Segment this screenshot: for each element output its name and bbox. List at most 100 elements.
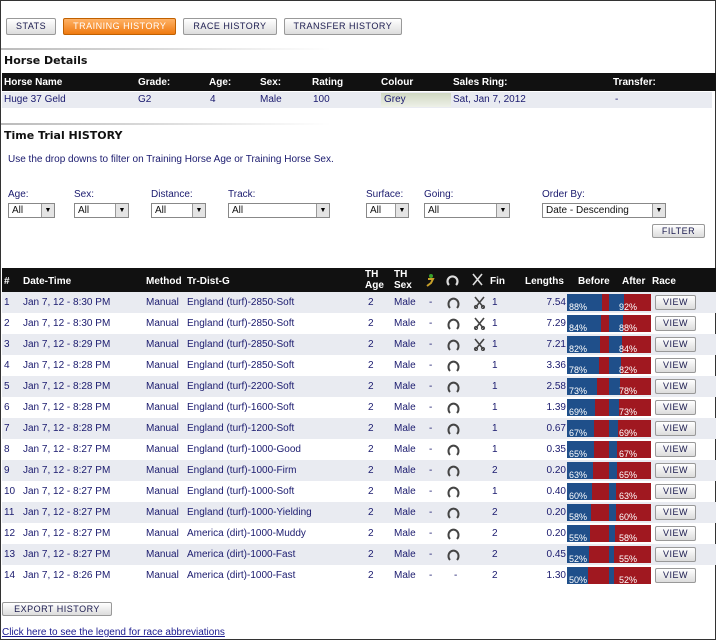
before-value: 52% [569,554,588,564]
row-th-age: 2 [368,423,374,434]
after-bar: 58% [609,525,651,543]
view-race-button[interactable]: VIEW [655,295,696,310]
row-th-sex: Male [394,549,416,560]
row-tr-dist-g: America (dirt)-1000-Muddy [187,528,306,539]
row-number: 9 [4,465,10,476]
track-select-value: All [232,205,244,216]
col-sales-ring: Sales Ring: [453,77,508,88]
filter-button[interactable]: FILTER [652,224,705,238]
tab-stats[interactable]: STATS [6,18,57,35]
row-th-age: 2 [368,528,374,539]
row-fin: 1 [492,402,498,413]
view-race-button[interactable]: VIEW [655,358,696,373]
after-bar-fill [609,525,615,542]
row-fin: 2 [492,549,498,560]
after-bar-fill [609,336,622,353]
view-race-button[interactable]: VIEW [655,442,696,457]
table-row: 8 Jan 7, 12 - 8:27 PM Manual England (turf)… [2,439,716,460]
row-lengths: 0.20 [546,528,566,539]
row-fin: 1 [492,486,498,497]
row-number: 10 [4,486,16,497]
row-shoe-value: - [454,570,458,581]
row-lengths: 0.35 [546,444,566,455]
row-tr-dist-g: America (dirt)-1000-Fast [187,549,296,560]
row-lengths: 1.30 [546,570,566,581]
row-tr-dist-g: England (turf)-1000-Yielding [187,507,312,518]
row-date-time: Jan 7, 12 - 8:27 PM [23,549,111,560]
order-by-select-value: Date - Descending [546,205,629,216]
row-tr-dist-g: England (turf)-1000-Good [187,444,301,455]
view-race-button[interactable]: VIEW [655,568,696,583]
before-bar: 82% [567,336,609,354]
row-jockey-value: - [429,423,433,434]
surface-select[interactable]: All ▼ [366,203,409,218]
table-row: 5 Jan 7, 12 - 8:28 PM Manual England (turf)… [2,376,716,397]
horseshoe-icon [447,463,460,478]
row-jockey-value: - [429,570,433,581]
view-race-button[interactable]: VIEW [655,484,696,499]
age-select[interactable]: All ▼ [8,203,55,218]
view-race-button[interactable]: VIEW [655,547,696,562]
row-number: 1 [4,297,10,308]
view-race-button[interactable]: VIEW [655,337,696,352]
row-lengths: 0.20 [546,465,566,476]
distance-select[interactable]: All ▼ [151,203,206,218]
before-bar: 67% [567,420,609,438]
view-race-button[interactable]: VIEW [655,463,696,478]
row-fin: 1 [492,297,498,308]
export-history-button[interactable]: EXPORT HISTORY [2,602,112,616]
legend-link[interactable]: Click here to see the legend for race ab… [2,627,225,638]
view-race-button[interactable]: VIEW [655,316,696,331]
row-jockey-value: - [429,507,433,518]
th-tr-dist-g: Tr-Dist-G [187,276,230,287]
row-date-time: Jan 7, 12 - 8:28 PM [23,423,111,434]
row-method: Manual [146,444,179,455]
tab-transfer-history[interactable]: TRANSFER HISTORY [283,18,403,35]
row-tr-dist-g: England (turf)-1000-Firm [187,465,297,476]
view-race-button[interactable]: VIEW [655,505,696,520]
row-lengths: 7.29 [546,318,566,329]
tab-race-history[interactable]: RACE HISTORY [183,18,277,35]
table-row: 14 Jan 7, 12 - 8:26 PM Manual America (dirt… [2,565,716,586]
row-tr-dist-g: England (turf)-2850-Soft [187,297,295,308]
horse-details-title: Horse Details [4,54,88,67]
row-th-age: 2 [368,486,374,497]
after-value: 88% [619,323,638,333]
before-bar-fill [597,378,609,395]
tab-training-history[interactable]: TRAINING HISTORY [63,18,177,35]
horseshoe-icon [447,484,460,499]
before-value: 78% [569,365,588,375]
before-bar-fill [591,504,609,521]
row-date-time: Jan 7, 12 - 8:27 PM [23,444,111,455]
view-race-button[interactable]: VIEW [655,379,696,394]
horse-details-row: Huge 37 Geld G2 4 Male 100 Grey Sat, Jan… [2,92,712,108]
after-bar-fill [609,483,616,500]
row-method: Manual [146,318,179,329]
order-by-select[interactable]: Date - Descending ▼ [542,203,666,218]
before-bar: 58% [567,504,609,522]
row-date-time: Jan 7, 12 - 8:27 PM [23,507,111,518]
row-tr-dist-g: England (turf)-2850-Soft [187,318,295,329]
col-horse-name: Horse Name [4,77,63,88]
row-tr-dist-g: England (turf)-2200-Soft [187,381,295,392]
after-bar-fill [609,462,617,479]
before-bar: 60% [567,483,609,501]
before-after-bar: 84% 88% [567,315,651,333]
scissors-icon [471,273,484,289]
order-by-label: Order By: [542,189,585,200]
after-bar: 82% [609,357,651,375]
before-bar-fill [602,294,609,311]
view-race-button[interactable]: VIEW [655,526,696,541]
track-select[interactable]: All ▼ [228,203,330,218]
horse-name: Huge 37 Geld [4,94,66,105]
row-number: 2 [4,318,10,329]
scissors-icon [473,317,486,331]
after-value: 63% [619,491,638,501]
view-race-button[interactable]: VIEW [655,421,696,436]
horseshoe-icon [447,316,460,331]
going-select[interactable]: All ▼ [424,203,510,218]
scissors-icon [473,338,486,352]
view-race-button[interactable]: VIEW [655,400,696,415]
row-tr-dist-g: England (turf)-1600-Soft [187,402,295,413]
sex-select[interactable]: All ▼ [74,203,129,218]
